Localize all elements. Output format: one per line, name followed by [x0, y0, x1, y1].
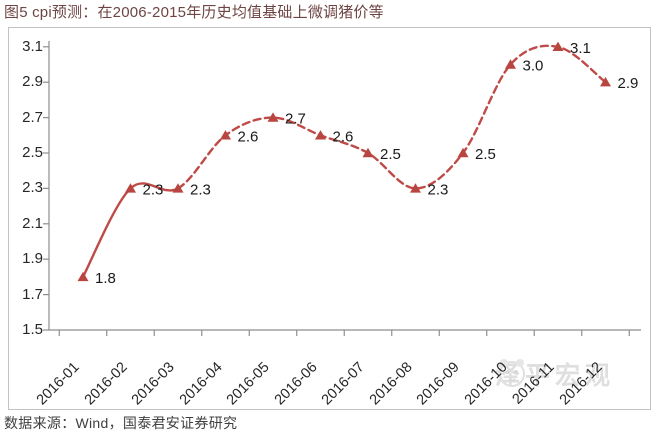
data-point-label: 2.3 — [428, 181, 449, 198]
data-point-label: 2.6 — [333, 128, 354, 145]
y-tick-label: 1.7 — [22, 285, 43, 303]
panda-face-icon — [499, 359, 525, 387]
data-point-marker — [410, 183, 421, 193]
data-point-label: 2.6 — [238, 128, 259, 145]
y-tick-label: 1.9 — [22, 250, 43, 268]
data-point-label: 3.1 — [570, 40, 591, 57]
watermark: 泽平宏观 — [495, 356, 615, 392]
data-point-marker — [505, 59, 516, 69]
data-point-marker — [315, 130, 326, 140]
y-tick-label: 2.1 — [22, 214, 43, 232]
axis-lines — [48, 41, 641, 331]
data-point-label: 2.7 — [285, 111, 306, 128]
cpi-line-chart: 1.8 2.3 2.3 2.6 2.7 2.6 2.5 2.3 2.5 3.0 3.1 2.9 — [43, 40, 641, 336]
data-point-label: 2.5 — [475, 146, 496, 163]
y-tick-label: 2.7 — [22, 108, 43, 126]
data-point-marker — [552, 41, 564, 51]
cpi-line-actual — [81, 182, 180, 279]
data-source: 数据来源：Wind，国泰君安证券研究 — [4, 415, 238, 431]
y-tick-label: 1.5 — [22, 321, 43, 338]
data-point-label: 2.3 — [143, 181, 164, 198]
data-point-label: 3.0 — [523, 58, 544, 75]
y-tick-label: 2.5 — [22, 144, 43, 161]
data-point-label: 2.5 — [380, 146, 401, 163]
data-point-marker — [220, 130, 231, 140]
data-point-marker — [125, 183, 136, 193]
data-point-marker — [600, 77, 611, 87]
y-tick-label: 2.3 — [22, 179, 43, 197]
data-point-label: 2.9 — [618, 75, 639, 92]
chart-title: 图5 cpi预测：在2006-2015年历史均值基础上微调猪价等 — [4, 4, 384, 21]
cpi-line-forecast — [176, 44, 607, 190]
chart-container: 泽平宏观 1.8 2.3 2.3 2.6 2.7 2.6 2.5 2.3 2.5 3.0 3.1 2.… — [8, 27, 651, 410]
y-tick-label: 2.9 — [22, 73, 43, 91]
data-point-label: 1.8 — [95, 270, 116, 287]
data-point-marker — [77, 271, 89, 282]
y-tick-label: 3.1 — [22, 37, 43, 55]
data-point-marker — [172, 183, 184, 193]
data-point-marker — [457, 147, 469, 158]
data-point-marker — [267, 112, 279, 122]
data-point-marker — [362, 147, 374, 158]
data-point-label: 2.3 — [190, 181, 211, 198]
